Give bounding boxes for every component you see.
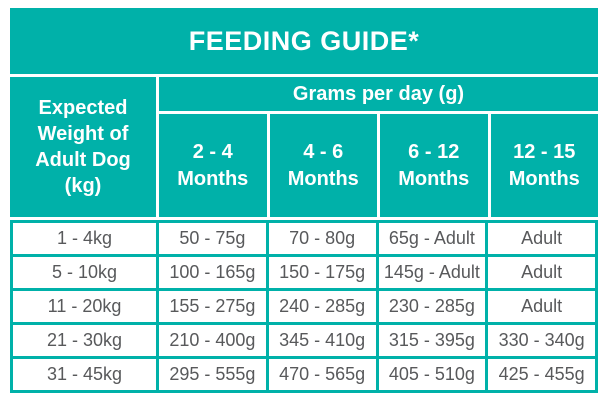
month-column-headers: 2 - 4 Months 4 - 6 Months 6 - 12 Months …	[159, 114, 598, 217]
weight-cell: 1 - 4kg	[13, 223, 156, 254]
data-cell: Adult	[488, 291, 595, 322]
data-cell: 145g - Adult	[378, 257, 486, 288]
data-cell: 470 - 565g	[268, 359, 376, 390]
data-cell: 425 - 455g	[488, 359, 595, 390]
data-cell: Adult	[488, 223, 595, 254]
months-header-group: Grams per day (g) 2 - 4 Months 4 - 6 Mon…	[159, 77, 598, 217]
data-cell: 70 - 80g	[268, 223, 376, 254]
weight-cell: 31 - 45kg	[13, 359, 156, 390]
column-header-12-15-months: 12 - 15 Months	[490, 114, 598, 217]
table-body: 1 - 4kg 50 - 75g 70 - 80g 65g - Adult Ad…	[10, 220, 598, 393]
data-cell: 150 - 175g	[268, 257, 376, 288]
table-header-section: Expected Weight of Adult Dog (kg) Grams …	[10, 77, 598, 217]
data-cell: 155 - 275g	[159, 291, 266, 322]
data-cell: 330 - 340g	[488, 325, 595, 356]
column-header-4-6-months: 4 - 6 Months	[269, 114, 377, 217]
weight-column-header: Expected Weight of Adult Dog (kg)	[10, 77, 156, 217]
data-cell: 100 - 165g	[159, 257, 266, 288]
weight-cell: 11 - 20kg	[13, 291, 156, 322]
data-cell: 210 - 400g	[159, 325, 266, 356]
table-title: FEEDING GUIDE*	[10, 8, 598, 74]
weight-cell: 5 - 10kg	[13, 257, 156, 288]
column-header-6-12-months: 6 - 12 Months	[380, 114, 488, 217]
feeding-guide-table: FEEDING GUIDE* Expected Weight of Adult …	[10, 8, 598, 393]
data-cell: 50 - 75g	[159, 223, 266, 254]
data-cell: 230 - 285g	[378, 291, 486, 322]
data-cell: Adult	[488, 257, 595, 288]
data-cell: 240 - 285g	[268, 291, 376, 322]
data-cell: 405 - 510g	[378, 359, 486, 390]
data-cell: 315 - 395g	[378, 325, 486, 356]
column-header-2-4-months: 2 - 4 Months	[159, 114, 267, 217]
data-cell: 65g - Adult	[378, 223, 486, 254]
weight-cell: 21 - 30kg	[13, 325, 156, 356]
data-cell: 295 - 555g	[159, 359, 266, 390]
grams-per-day-header: Grams per day (g)	[159, 77, 598, 111]
data-cell: 345 - 410g	[268, 325, 376, 356]
